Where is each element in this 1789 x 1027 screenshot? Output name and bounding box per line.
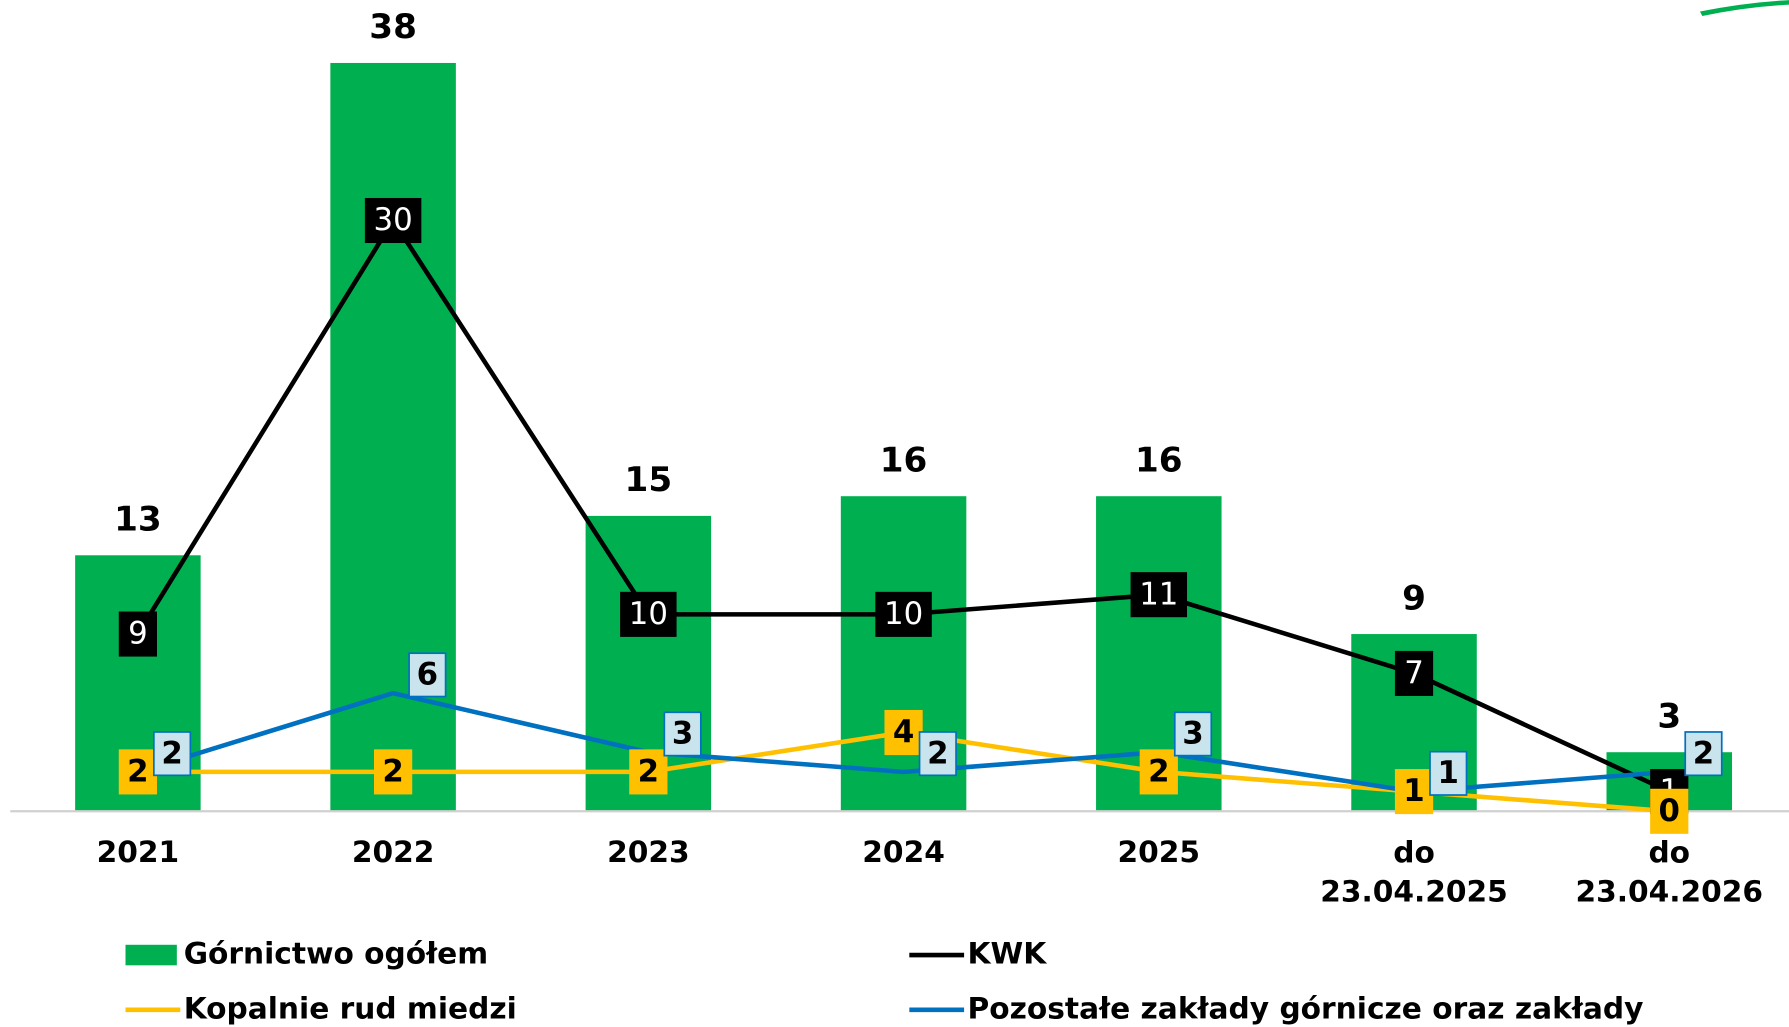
point-label-box (663, 711, 702, 757)
point-label-box (884, 709, 923, 756)
legend-label: KWK (968, 936, 1048, 971)
point-label-box (1684, 731, 1723, 777)
legend-label: Pozostałe zakłady górnicze oraz zakłady (968, 990, 1644, 1025)
point-label: 0 (1659, 793, 1680, 829)
point-label: 2 (638, 754, 659, 790)
point-label-box (1650, 788, 1689, 834)
x-tick-label: 2025 (1118, 834, 1201, 869)
bar-value-label: 9 (1402, 578, 1426, 618)
point-label: 3 (1182, 716, 1203, 752)
point-label-box (1394, 650, 1434, 696)
point-label: 11 (1139, 576, 1178, 612)
x-tick-label: 2023 (607, 834, 690, 869)
point-label: 4 (893, 714, 914, 750)
point-label: 10 (884, 596, 923, 632)
point-label: 2 (127, 754, 148, 790)
x-tick-label: do 23.04.2025 (1320, 834, 1508, 908)
point-label-box (1429, 750, 1468, 796)
x-tick-label: do 23.04.2026 (1575, 834, 1763, 908)
point-label-box (153, 731, 192, 777)
point-label: 30 (374, 202, 413, 238)
bar-value-label: 13 (114, 500, 162, 540)
point-label-box (364, 197, 422, 244)
legend-label: Kopalnie rud miedzi (184, 990, 517, 1025)
point-label-box (918, 731, 957, 777)
point-label-box (629, 749, 668, 795)
x-tick-label: 2024 (862, 834, 945, 869)
bar (330, 62, 456, 812)
point-label: 1 (1438, 755, 1459, 791)
point-label: 2 (1148, 754, 1169, 790)
point-label-box (1139, 749, 1178, 795)
bar-value-label: 38 (369, 7, 417, 47)
bar-value-label: 15 (625, 460, 673, 500)
point-label: 2 (161, 735, 182, 771)
point-label: 9 (128, 616, 148, 652)
bar-value-label: 16 (1135, 440, 1183, 480)
point-label-box (875, 591, 932, 637)
point-label: 6 (417, 657, 438, 693)
decoration (1700, 0, 1789, 17)
point-label-box (408, 652, 447, 698)
x-tick-label: 2022 (352, 834, 435, 869)
point-label: 2 (927, 735, 948, 771)
legend-swatch (125, 944, 177, 966)
point-label: 3 (672, 716, 693, 752)
point-label-box (1173, 711, 1213, 757)
point-label-box (1130, 572, 1188, 618)
point-label: 7 (1404, 655, 1424, 691)
point-label: 2 (382, 754, 403, 790)
bar-value-label: 3 (1657, 696, 1681, 736)
x-tick-label: 2021 (97, 834, 180, 869)
point-label: 2 (1693, 735, 1714, 771)
bar-value-label: 16 (880, 440, 928, 480)
legend-label: Górnictwo ogółem (184, 936, 488, 971)
point-label-box (118, 611, 157, 657)
point-label-box (374, 749, 413, 795)
point-label: 1 (1403, 773, 1424, 809)
point-label: 10 (629, 596, 668, 632)
point-label-box (620, 591, 677, 637)
